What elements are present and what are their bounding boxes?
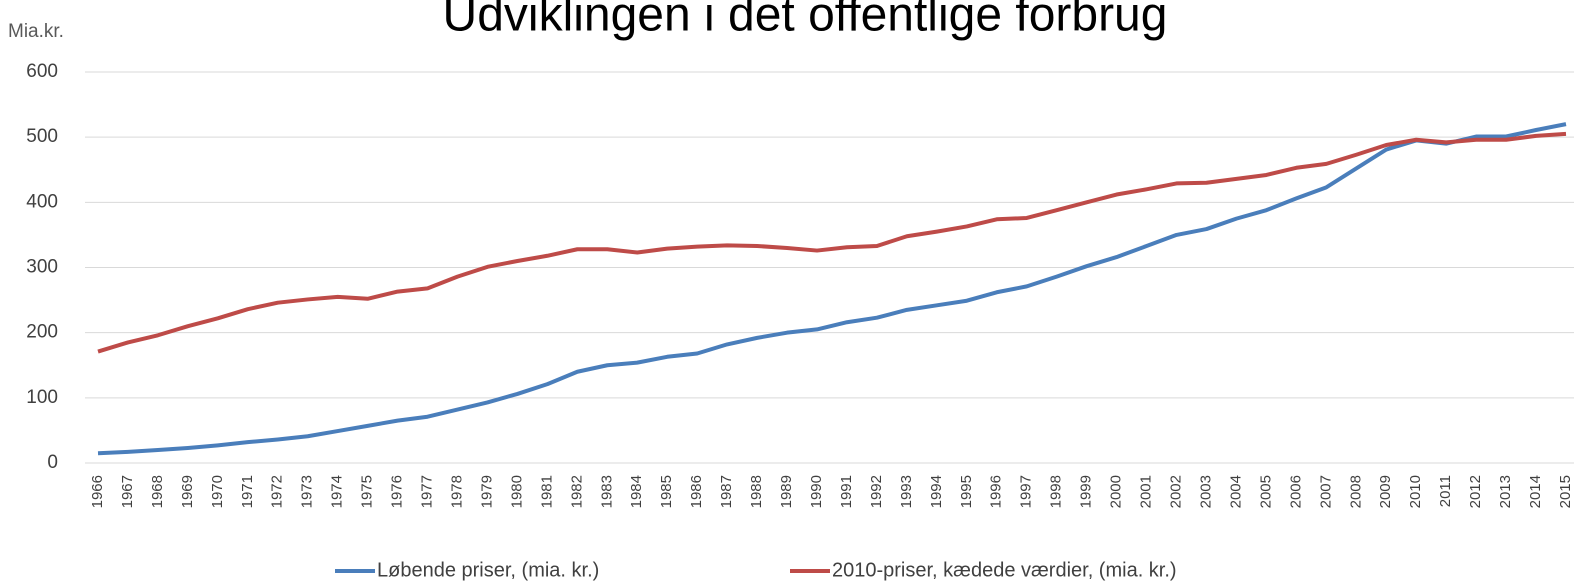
x-tick-label: 1967: [119, 475, 136, 508]
x-tick-label: 1974: [329, 475, 346, 508]
x-tick-label: 1999: [1078, 475, 1095, 508]
x-tick-label: 1995: [958, 475, 975, 508]
x-tick-label: 1983: [598, 475, 615, 508]
legend-label: 2010-priser, kædede værdier, (mia. kr.): [832, 559, 1177, 581]
x-tick-label: 2006: [1287, 475, 1304, 508]
x-tick-label: 2001: [1138, 475, 1155, 508]
x-tick-label: 2009: [1377, 475, 1394, 508]
y-tick-label: 500: [26, 126, 58, 147]
y-tick-label: 100: [26, 387, 58, 408]
y-tick-label: 300: [26, 257, 58, 278]
x-tick-label: 1997: [1018, 475, 1035, 508]
x-tick-label: 2007: [1317, 475, 1334, 508]
x-tick-label: 1976: [389, 475, 406, 508]
x-tick-label: 1975: [359, 475, 376, 508]
x-tick-label: 1996: [988, 475, 1005, 508]
y-axis-label: Mia.kr.: [8, 21, 64, 42]
x-tick-label: 1982: [568, 475, 585, 508]
line-series: [97, 131, 1567, 354]
x-tick-label: 1972: [269, 475, 286, 508]
x-tick-label: 1981: [538, 475, 555, 508]
x-tick-label: 1978: [448, 475, 465, 508]
y-tick-label: 400: [26, 191, 58, 212]
x-tick-label: 1990: [808, 475, 825, 508]
x-tick-label: 2010: [1407, 475, 1424, 508]
x-tick-label: 1977: [419, 475, 436, 508]
x-tick-label: 1973: [299, 475, 316, 508]
x-tick-label: 2012: [1467, 475, 1484, 508]
x-tick-label: 1987: [718, 475, 735, 508]
x-tick-label: 1985: [658, 475, 675, 508]
x-tick-label: 2002: [1167, 475, 1184, 508]
x-tick-label: 1984: [628, 475, 645, 508]
x-tick-label: 1994: [928, 475, 945, 508]
x-tick-label: 1971: [239, 475, 256, 508]
x-tick-label: 1986: [688, 475, 705, 508]
x-tick-label: 1993: [898, 475, 915, 508]
x-tick-label: 1969: [179, 475, 196, 508]
x-tick-label: 1968: [149, 475, 166, 508]
x-tick-label: 2005: [1257, 475, 1274, 508]
x-tick-label: 2013: [1497, 475, 1514, 508]
chart-title: Udviklingen i det offentlige forbrug: [443, 0, 1168, 42]
legend-label: Løbende priser, (mia. kr.): [377, 559, 599, 581]
x-tick-label: 2000: [1108, 475, 1125, 508]
x-tick-label: 2015: [1557, 475, 1574, 508]
y-tick-label: 200: [26, 322, 58, 343]
x-tick-label: 1970: [209, 475, 226, 508]
x-tick-label: 2014: [1527, 475, 1544, 508]
x-tick-label: 1992: [868, 475, 885, 508]
x-tick-label: 2008: [1347, 475, 1364, 508]
x-tick-label: 2003: [1197, 475, 1214, 508]
x-tick-label: 1998: [1048, 475, 1065, 508]
y-tick-label: 0: [47, 452, 58, 473]
x-tick-label: 1988: [748, 475, 765, 508]
x-tick-label: 1991: [838, 475, 855, 508]
x-tick-label: 1980: [508, 475, 525, 508]
y-tick-label: 600: [26, 61, 58, 82]
x-tick-label: 1979: [478, 475, 495, 508]
x-tick-label: 2011: [1437, 475, 1454, 507]
x-tick-label: 1966: [89, 475, 106, 508]
x-tick-label: 1989: [778, 475, 795, 508]
x-tick-label: 2004: [1227, 475, 1244, 508]
line-series: [97, 122, 1567, 456]
